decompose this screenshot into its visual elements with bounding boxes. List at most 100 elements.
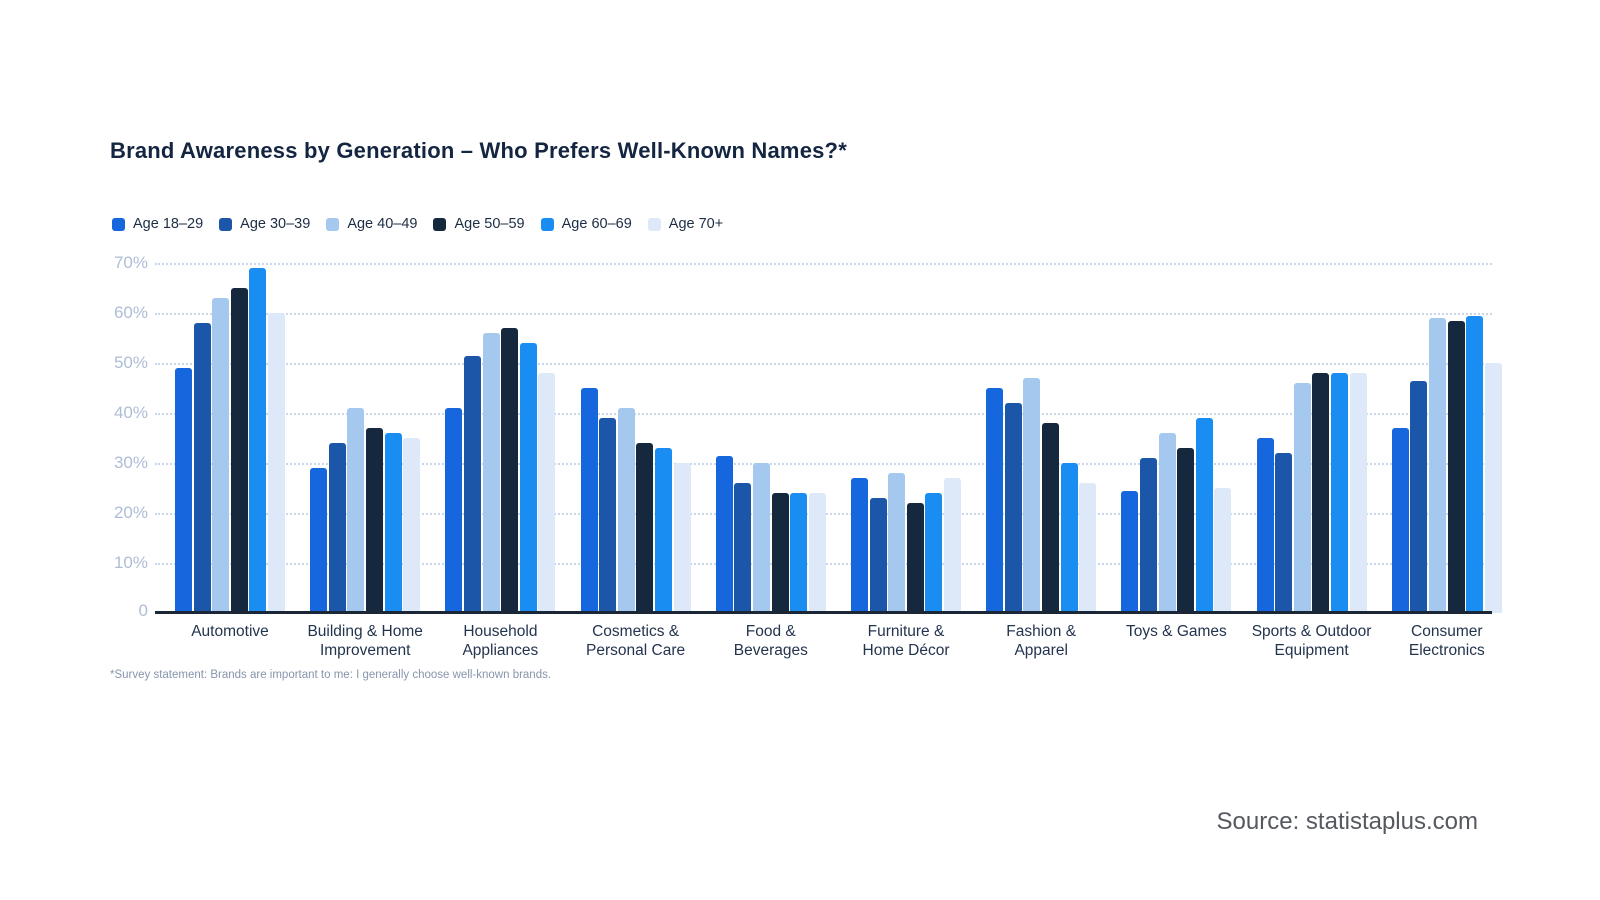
legend-item-4: Age 60–69 — [540, 216, 632, 232]
gridline — [155, 363, 1492, 365]
x-axis-category-label: Cosmetics & Personal Care — [586, 623, 686, 660]
y-axis-zero-label: 0 — [138, 601, 148, 620]
x-axis-line — [155, 611, 1492, 614]
bar — [1023, 378, 1041, 613]
legend-swatch-icon — [326, 217, 340, 231]
bar — [501, 328, 519, 613]
bar — [869, 498, 887, 613]
bar — [986, 388, 1004, 613]
bar-group-0 — [175, 263, 285, 613]
bar — [636, 443, 654, 613]
bar — [1177, 448, 1195, 613]
bar — [617, 408, 635, 613]
bar — [734, 483, 752, 613]
bar — [384, 433, 402, 613]
y-axis-tick-label: 60% — [113, 303, 148, 322]
y-axis-tick-label: 70% — [113, 253, 148, 272]
bar — [1391, 428, 1409, 613]
bar-group-9 — [1391, 263, 1502, 613]
bar — [1158, 433, 1176, 613]
x-axis-category-label: Furniture & Home Décor — [862, 623, 950, 660]
x-axis-category-label: Fashion & Apparel — [1006, 623, 1077, 660]
legend-label: Age 60–69 — [561, 216, 632, 232]
bar — [365, 428, 383, 613]
chart-title: Brand Awareness by Generation – Who Pref… — [110, 138, 847, 163]
legend-item-1: Age 30–39 — [219, 216, 310, 232]
bar — [715, 455, 733, 613]
bar-group-2 — [445, 263, 556, 613]
legend-label: Age 30–39 — [240, 216, 311, 232]
legend-swatch-icon — [112, 217, 125, 231]
x-axis-category-label: Toys & Games — [1126, 623, 1227, 640]
bar — [403, 438, 421, 613]
bar — [906, 503, 924, 613]
bar — [1293, 383, 1311, 613]
legend-item-0: Age 18–29 — [112, 216, 203, 232]
bar — [482, 333, 500, 613]
bar — [193, 323, 211, 613]
legend-item-3: Age 50–59 — [433, 216, 525, 232]
bar — [808, 493, 826, 613]
legend-label: Age 50–59 — [454, 216, 525, 232]
x-axis-category-label: Household Appliances — [462, 623, 539, 660]
legend: Age 18–29 Age 30–39 Age 40–49 Age 50–59 Age … — [112, 216, 723, 232]
legend-item-2: Age 40–49 — [326, 216, 417, 232]
bar-group-6 — [986, 263, 1097, 613]
bar-group-8 — [1256, 263, 1367, 613]
bar — [1410, 380, 1428, 613]
bar — [538, 373, 556, 613]
legend-label: Age 70+ — [668, 216, 724, 232]
x-axis-category-label: Automotive — [191, 623, 269, 640]
bar — [328, 443, 346, 613]
legend-label: Age 18–29 — [133, 216, 204, 232]
legend-swatch-icon — [540, 217, 554, 231]
bar — [1428, 318, 1446, 613]
source-text: Source: statistaplus.com — [1216, 808, 1478, 835]
legend-swatch-icon — [219, 217, 233, 231]
bar — [1214, 488, 1232, 613]
bar — [943, 478, 961, 613]
bar — [1195, 418, 1213, 613]
gridline — [155, 463, 1492, 465]
bar — [851, 478, 868, 613]
bar — [771, 493, 789, 613]
bar — [175, 368, 192, 613]
bar — [347, 408, 365, 613]
bar — [445, 408, 463, 613]
bar — [752, 463, 770, 613]
bar — [1004, 403, 1022, 613]
bar — [249, 268, 267, 613]
bar — [230, 288, 248, 613]
bar — [267, 313, 285, 613]
bar-group-1 — [310, 263, 421, 613]
x-axis-category-label: Consumer Electronics — [1408, 623, 1485, 660]
legend-item-5: Age 70+ — [647, 216, 724, 232]
bar — [212, 298, 230, 613]
legend-swatch-icon — [433, 217, 447, 231]
footnote: *Survey statement: Brands are important … — [110, 669, 552, 681]
legend-label: Age 40–49 — [347, 216, 418, 232]
x-axis-category-label: Food & Beverages — [733, 623, 808, 660]
bar — [1060, 463, 1078, 613]
y-axis-tick-label: 30% — [113, 453, 148, 472]
bar — [888, 473, 906, 613]
bar — [1275, 453, 1293, 613]
bar — [654, 448, 672, 613]
x-axis-category-label: Sports & Outdoor Equipment — [1251, 623, 1372, 660]
bar — [1312, 373, 1330, 613]
bar-group-4 — [715, 263, 826, 613]
bar — [1041, 423, 1059, 613]
bar — [790, 493, 808, 613]
bar — [925, 493, 943, 613]
y-axis-tick-label: 50% — [113, 353, 148, 372]
bar — [1139, 458, 1157, 613]
bar-group-5 — [851, 263, 961, 613]
bar — [1349, 373, 1367, 613]
legend-swatch-icon — [647, 217, 661, 231]
bar-group-7 — [1121, 263, 1232, 613]
bar — [1256, 438, 1274, 613]
bar — [1330, 373, 1348, 613]
gridline — [155, 413, 1492, 415]
bar — [673, 463, 691, 613]
